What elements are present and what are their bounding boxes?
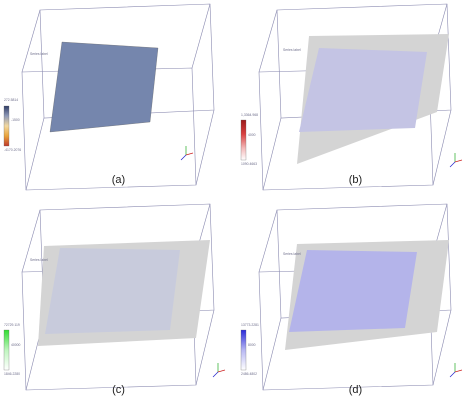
- legend-tick-d: 8000: [248, 343, 256, 347]
- legend-colorbar-a: [3, 105, 10, 147]
- legend-colorbar-d: [240, 329, 247, 371]
- axis-triad-a: [180, 146, 194, 161]
- axis-triad-b: [449, 153, 463, 168]
- frame-box-b: [258, 3, 452, 191]
- legend-max-c: 72729.119: [4, 323, 20, 327]
- axis-triad-d: [449, 363, 463, 378]
- caption-b: (b): [348, 174, 363, 186]
- caption-d: (d): [348, 384, 363, 396]
- legend-max-a: 272.5814: [4, 98, 19, 102]
- panel-b: 1,3364.968 4000 1090.4663 Series label (…: [237, 0, 474, 200]
- panel-a: 272.5814 -1500 -4170.2076 Series label (…: [0, 0, 237, 200]
- legend-max-b: 1,3364.968: [241, 113, 258, 117]
- surface-texture-d: [289, 250, 417, 332]
- legend-max-d: 13773.2281: [241, 323, 259, 327]
- legend-min-a: -4170.2076: [4, 148, 22, 152]
- side-label-d: Series label: [283, 252, 301, 256]
- legend-tick-b: 4000: [248, 133, 256, 137]
- legend-tick-a: -1500: [11, 118, 20, 122]
- surface-figure-c: [3, 203, 226, 391]
- caption-a: (a): [111, 174, 126, 186]
- surface-texture-b: [299, 48, 427, 132]
- legend-min-b: 1090.4663: [241, 162, 258, 166]
- legend-colorbar-c: [3, 329, 10, 371]
- side-label-b: Series label: [283, 48, 301, 52]
- caption-c: (c): [112, 384, 125, 396]
- surface-texture-c: [45, 248, 180, 334]
- legend-min-d: 2486.4802: [241, 372, 258, 376]
- panel-d: 13773.2281 8000 2486.4802 Series label (…: [237, 200, 474, 400]
- surface-figure-d: [240, 203, 463, 391]
- side-label-a: Series label: [30, 52, 48, 56]
- panel-c: 72729.119 40000 1846.2280 Series label (…: [0, 200, 237, 400]
- side-label-c: Series label: [30, 258, 48, 262]
- legend-colorbar-b: [240, 119, 247, 161]
- axis-triad-c: [212, 363, 226, 378]
- surface-figure-b: [240, 3, 463, 191]
- legend-tick-c: 40000: [11, 343, 21, 347]
- legend-min-c: 1846.2280: [4, 372, 21, 376]
- surface-figure-a: [3, 3, 215, 191]
- surface-texture-a: [50, 42, 158, 132]
